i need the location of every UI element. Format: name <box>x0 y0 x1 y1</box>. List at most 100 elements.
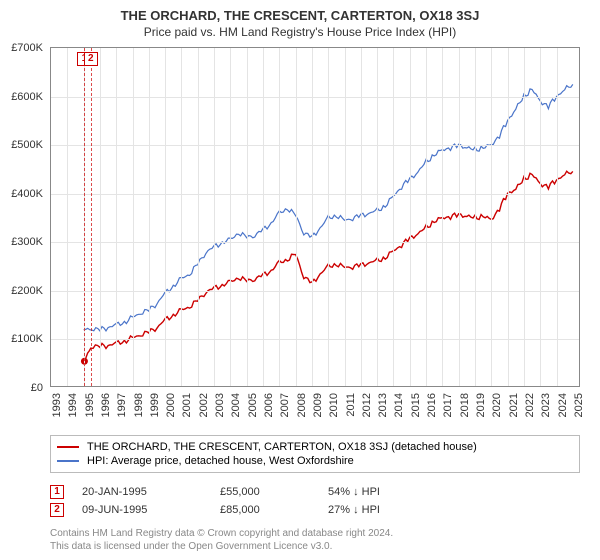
marker-guide-line <box>91 48 92 386</box>
gridline-v <box>230 48 231 386</box>
sale-point-marker: 1 <box>50 485 64 499</box>
x-axis-label: 2022 <box>524 393 536 417</box>
gridline-h <box>51 242 579 243</box>
legend-label: HPI: Average price, detached house, West… <box>87 455 354 467</box>
y-axis-label: £200K <box>11 285 43 297</box>
gridline-v <box>279 48 280 386</box>
gridline-v <box>475 48 476 386</box>
gridline-v <box>67 48 68 386</box>
gridline-v <box>165 48 166 386</box>
sale-point-row: 2 09-JUN-1995 £85,000 27% ↓ HPI <box>50 501 586 519</box>
y-axis-label: £100K <box>11 333 43 345</box>
gridline-v <box>491 48 492 386</box>
y-axis-label: £700K <box>11 42 43 54</box>
chart-title: THE ORCHARD, THE CRESCENT, CARTERTON, OX… <box>14 8 586 23</box>
chart-container: £0£100K£200K£300K£400K£500K£600K£700K199… <box>14 47 586 387</box>
x-axis-label: 1995 <box>84 393 96 417</box>
footer-attribution: Contains HM Land Registry data © Crown c… <box>50 527 580 553</box>
sale-marker-2: 2 <box>84 52 98 66</box>
sale-point-delta: 54% ↓ HPI <box>328 486 428 498</box>
gridline-v <box>214 48 215 386</box>
y-axis-label: £600K <box>11 91 43 103</box>
gridline-v <box>426 48 427 386</box>
gridline-v <box>377 48 378 386</box>
x-axis-label: 2009 <box>312 393 324 417</box>
gridline-v <box>133 48 134 386</box>
marker-guide-line <box>84 48 85 386</box>
x-axis-label: 1993 <box>51 393 63 417</box>
x-axis-label: 2012 <box>361 393 373 417</box>
gridline-h <box>51 291 579 292</box>
gridline-v <box>393 48 394 386</box>
y-axis-label: £300K <box>11 236 43 248</box>
x-axis-label: 1999 <box>149 393 161 417</box>
gridline-v <box>328 48 329 386</box>
legend-row: THE ORCHARD, THE CRESCENT, CARTERTON, OX… <box>57 440 573 454</box>
gridline-v <box>557 48 558 386</box>
x-axis-label: 2025 <box>573 393 585 417</box>
x-axis-label: 2007 <box>279 393 291 417</box>
gridline-v <box>149 48 150 386</box>
legend-row: HPI: Average price, detached house, West… <box>57 454 573 468</box>
x-axis-label: 2015 <box>410 393 422 417</box>
x-axis-label: 2000 <box>165 393 177 417</box>
x-axis-label: 2006 <box>263 393 275 417</box>
footer-line-2: This data is licensed under the Open Gov… <box>50 540 580 553</box>
sale-point-price: £55,000 <box>220 486 310 498</box>
gridline-h <box>51 339 579 340</box>
x-axis-label: 2003 <box>214 393 226 417</box>
y-axis-label: £500K <box>11 139 43 151</box>
y-axis-label: £0 <box>31 382 43 394</box>
legend-swatch <box>57 446 79 448</box>
gridline-v <box>459 48 460 386</box>
x-axis-label: 2021 <box>508 393 520 417</box>
gridline-v <box>181 48 182 386</box>
gridline-v <box>508 48 509 386</box>
gridline-v <box>116 48 117 386</box>
x-axis-label: 2019 <box>475 393 487 417</box>
chart-plot-area: £0£100K£200K£300K£400K£500K£600K£700K199… <box>50 47 580 387</box>
x-axis-label: 2023 <box>540 393 552 417</box>
sale-points-table: 1 20-JAN-1995 £55,000 54% ↓ HPI 2 09-JUN-1995… <box>50 483 586 519</box>
x-axis-label: 2001 <box>181 393 193 417</box>
x-axis-label: 2011 <box>345 393 357 417</box>
x-axis-label: 2018 <box>459 393 471 417</box>
footer-line-1: Contains HM Land Registry data © Crown c… <box>50 527 580 540</box>
legend-swatch <box>57 460 79 462</box>
x-axis-label: 2005 <box>247 393 259 417</box>
gridline-h <box>51 194 579 195</box>
gridline-v <box>263 48 264 386</box>
gridline-v <box>540 48 541 386</box>
gridline-v <box>524 48 525 386</box>
x-axis-label: 2017 <box>442 393 454 417</box>
x-axis-label: 2014 <box>393 393 405 417</box>
x-axis-label: 2020 <box>491 393 503 417</box>
x-axis-label: 1996 <box>100 393 112 417</box>
gridline-v <box>361 48 362 386</box>
x-axis-label: 2013 <box>377 393 389 417</box>
x-axis-label: 1997 <box>116 393 128 417</box>
sale-point-date: 20-JAN-1995 <box>82 486 202 498</box>
sale-point-date: 09-JUN-1995 <box>82 504 202 516</box>
chart-subtitle: Price paid vs. HM Land Registry's House … <box>14 25 586 39</box>
x-axis-label: 2002 <box>198 393 210 417</box>
legend: THE ORCHARD, THE CRESCENT, CARTERTON, OX… <box>50 435 580 473</box>
sale-point-marker: 2 <box>50 503 64 517</box>
sale-point-row: 1 20-JAN-1995 £55,000 54% ↓ HPI <box>50 483 586 501</box>
gridline-v <box>312 48 313 386</box>
x-axis-label: 2010 <box>328 393 340 417</box>
sale-point-price: £85,000 <box>220 504 310 516</box>
x-axis-label: 2008 <box>296 393 308 417</box>
x-axis-label: 2004 <box>230 393 242 417</box>
sale-point-delta: 27% ↓ HPI <box>328 504 428 516</box>
gridline-v <box>100 48 101 386</box>
gridline-v <box>410 48 411 386</box>
x-axis-label: 2016 <box>426 393 438 417</box>
gridline-v <box>296 48 297 386</box>
gridline-v <box>247 48 248 386</box>
gridline-v <box>442 48 443 386</box>
gridline-v <box>198 48 199 386</box>
x-axis-label: 1994 <box>67 393 79 417</box>
y-axis-label: £400K <box>11 188 43 200</box>
legend-label: THE ORCHARD, THE CRESCENT, CARTERTON, OX… <box>87 441 477 453</box>
